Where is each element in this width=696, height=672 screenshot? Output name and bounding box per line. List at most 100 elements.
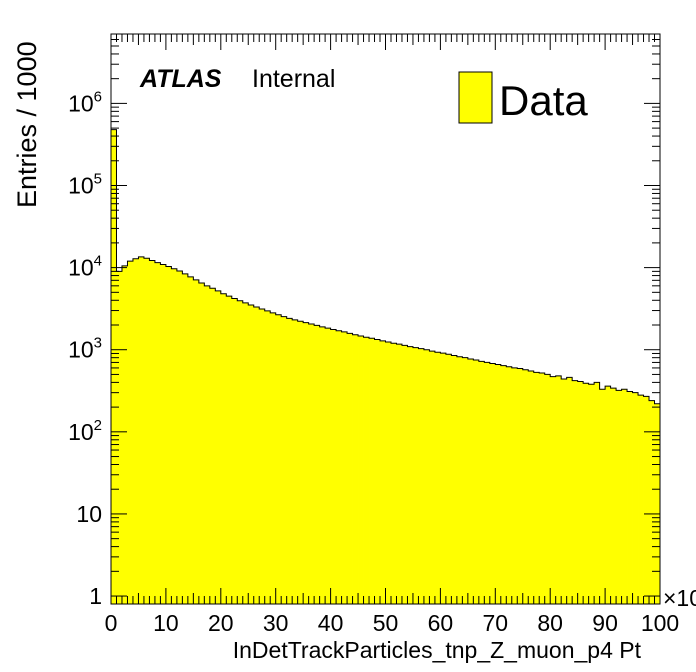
histogram-bin (358, 335, 364, 604)
histogram-bin (572, 380, 579, 604)
histogram-bin (473, 359, 480, 604)
histogram-bin (550, 376, 557, 604)
histogram-bin (566, 377, 573, 604)
histogram-bin (275, 314, 282, 604)
histogram-bin (456, 356, 463, 604)
histogram-bin (154, 262, 161, 604)
histogram-bin (451, 355, 458, 604)
histogram-bin (588, 384, 595, 604)
histogram-bin (171, 268, 178, 604)
histogram-bin (330, 329, 337, 604)
y-tick-labels: 1 10 102 103 104 105 106 (68, 88, 102, 609)
histogram-bin (270, 312, 277, 604)
histogram-bin (253, 307, 260, 604)
histogram-bin (259, 309, 266, 604)
histogram-bin (121, 265, 128, 604)
histogram-bin (654, 403, 661, 604)
plot-frame (110, 33, 661, 605)
histogram-bin (380, 340, 386, 604)
x-tick-label: 100 (641, 610, 679, 636)
histogram-bin (418, 348, 425, 604)
y-tick-label: 103 (68, 335, 102, 363)
axis-ticks (110, 33, 661, 604)
histogram-bin (369, 338, 375, 604)
histogram-bin (165, 266, 172, 604)
histogram-bin (286, 318, 293, 604)
legend-label-data: Data (499, 77, 588, 124)
histogram-bin (116, 271, 123, 604)
histogram-bin (605, 386, 611, 604)
x-tick-labels: 0 10 20 30 40 50 60 70 80 90 100 (105, 610, 680, 636)
histogram-bin (500, 365, 507, 604)
histogram-bin (407, 346, 414, 604)
histogram-bin (132, 258, 139, 604)
x-tick-label: 70 (483, 610, 509, 636)
histogram-bin (390, 343, 397, 604)
histogram-bin (555, 375, 562, 604)
histogram-bin (198, 282, 205, 604)
histogram-bin (396, 344, 403, 604)
histogram-bin (138, 256, 145, 604)
histogram-bin (484, 362, 491, 604)
histogram-bin (297, 321, 304, 604)
histogram-bin (347, 333, 353, 604)
histogram-bin (583, 383, 590, 604)
histogram-bin (621, 389, 628, 604)
histogram-bin (336, 330, 342, 604)
histogram-bin (204, 285, 211, 604)
histogram-bin (264, 310, 271, 604)
histogram-bin (489, 363, 496, 604)
histogram-bin (462, 357, 469, 604)
histogram-bin (467, 359, 474, 604)
x-axis-multiplier: ×10³ (663, 585, 696, 611)
histogram-bin (577, 381, 584, 604)
histogram-bin (423, 349, 430, 604)
histogram-bin (643, 396, 650, 604)
histogram-bin (649, 400, 655, 604)
y-tick-label: 106 (68, 88, 102, 116)
histogram-bin (506, 366, 513, 604)
histogram-bin (528, 371, 535, 604)
histogram-bin (445, 354, 452, 604)
histogram-bin (187, 276, 194, 604)
histogram-bin (478, 361, 485, 604)
histogram-bin (215, 290, 222, 604)
histogram-bin (627, 391, 633, 604)
histogram-bin (429, 351, 436, 604)
x-tick-label: 50 (373, 610, 399, 636)
histogram-bin (522, 369, 529, 604)
x-tick-label: 30 (263, 610, 289, 636)
histogram-outline (110, 129, 660, 604)
legend: Data (458, 71, 588, 124)
y-tick-label: 105 (68, 170, 102, 198)
legend-swatch-data (458, 71, 493, 124)
x-tick-label: 60 (428, 610, 454, 636)
histogram-bin (599, 389, 606, 604)
y-tick-label: 1 (89, 583, 102, 609)
histogram-bin (434, 352, 441, 604)
histogram-bin (209, 288, 216, 604)
histogram-bin (226, 296, 233, 604)
y-tick-label: 104 (68, 253, 102, 281)
histogram-bin (242, 302, 249, 604)
histogram-bars (110, 129, 661, 604)
histogram-bin (594, 382, 601, 604)
histogram-bin (561, 378, 568, 604)
histogram-bin (363, 337, 370, 604)
histogram-bin (237, 300, 244, 604)
histogram-bin (638, 395, 644, 604)
histogram-bin (160, 264, 167, 604)
x-axis-label: InDetTrackParticles_tnp_Z_muon_p4 Pt (233, 637, 642, 663)
histogram-bin (292, 319, 299, 604)
histogram-bin (231, 298, 238, 604)
histogram-bin (143, 258, 150, 604)
y-tick-label: 10 (76, 501, 102, 527)
histogram-bin (220, 293, 227, 604)
histogram-bin (319, 326, 326, 604)
histogram-bin (308, 323, 315, 604)
histogram-bin (314, 325, 321, 604)
histogram-bin (374, 339, 381, 604)
x-tick-label: 80 (537, 610, 563, 636)
histogram-bin (352, 334, 359, 604)
